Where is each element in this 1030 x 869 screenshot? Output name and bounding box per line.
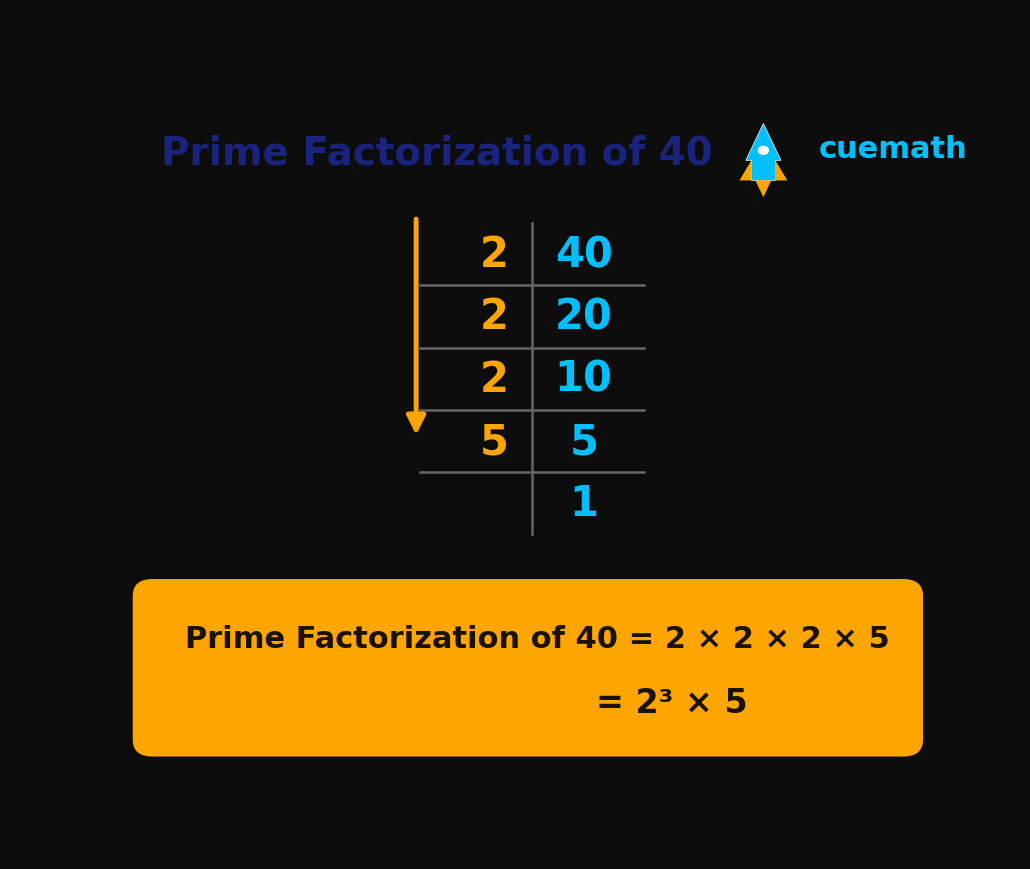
Text: 1: 1 [570,483,598,525]
Text: Prime Factorization of 40 = 2 × 2 × 2 × 5: Prime Factorization of 40 = 2 × 2 × 2 × … [184,625,889,653]
Text: 5: 5 [570,421,598,462]
Circle shape [757,146,769,156]
Text: 40: 40 [555,234,613,275]
Text: 5: 5 [480,421,509,462]
Polygon shape [740,161,751,182]
Polygon shape [755,182,771,198]
Text: 2: 2 [480,234,509,275]
Polygon shape [776,161,787,182]
Text: Prime Factorization of 40: Prime Factorization of 40 [161,135,713,172]
Text: 20: 20 [555,296,613,338]
Text: 2: 2 [480,358,509,401]
FancyBboxPatch shape [133,580,923,757]
Text: 10: 10 [555,358,613,401]
Text: = 2³ × 5: = 2³ × 5 [595,686,748,719]
Text: cuemath: cuemath [819,135,968,163]
Polygon shape [746,124,781,182]
Text: 2: 2 [480,296,509,338]
